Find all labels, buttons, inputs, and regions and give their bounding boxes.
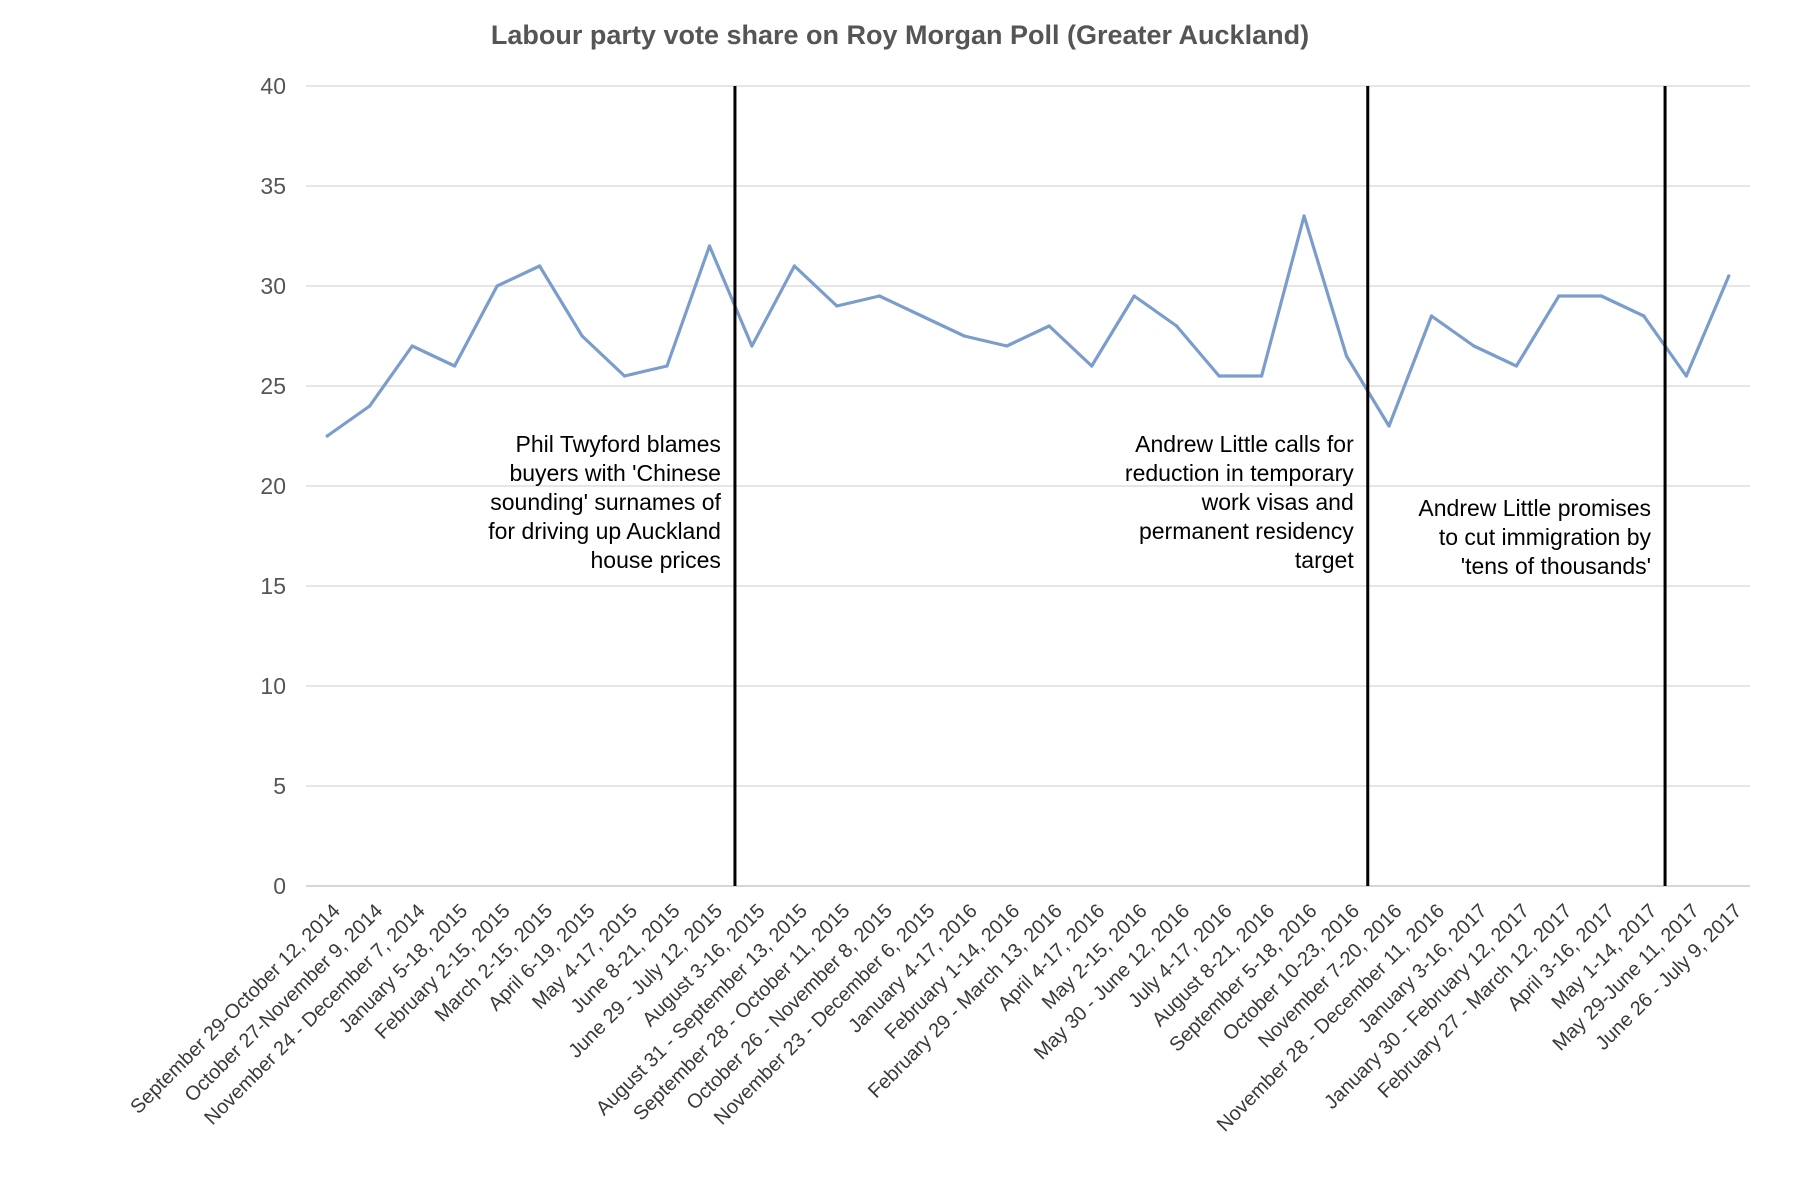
- series-layer: [325, 214, 1731, 438]
- y-tick-label: 40: [260, 73, 286, 99]
- y-tick-label: 35: [260, 173, 286, 199]
- data-point: [1005, 344, 1009, 348]
- data-point: [1429, 314, 1434, 318]
- event-annotation-line: target: [1295, 547, 1354, 573]
- event-annotation-line: work visas and: [1201, 489, 1354, 515]
- y-tick-label: 15: [260, 573, 286, 599]
- data-point: [750, 344, 754, 348]
- data-point: [580, 334, 584, 338]
- data-point: [707, 244, 712, 248]
- event-annotation-line: Andrew Little promises: [1418, 495, 1651, 521]
- event-annotation-line: house prices: [591, 547, 721, 573]
- event-annotation-line: reduction in temporary: [1125, 460, 1354, 486]
- chart-title: Labour party vote share on Roy Morgan Po…: [491, 20, 1309, 50]
- data-point: [1642, 314, 1646, 318]
- y-tick-label: 10: [260, 673, 286, 699]
- data-point: [1599, 294, 1603, 298]
- data-point: [835, 304, 839, 308]
- event-annotation-line: buyers with 'Chinese: [509, 460, 721, 486]
- event-annotation-line: permanent residency: [1139, 518, 1354, 544]
- data-point: [1047, 324, 1051, 328]
- y-tick-label: 0: [273, 873, 286, 899]
- event-annotation-line: Andrew Little calls for: [1135, 431, 1354, 457]
- data-point: [665, 364, 669, 368]
- data-point: [453, 364, 457, 368]
- event-annotation: Andrew Little promises to cut immigration…: [1418, 495, 1651, 579]
- event-annotation-line: 'tens of thousands': [1461, 553, 1651, 579]
- data-point: [325, 434, 329, 438]
- data-point: [1344, 354, 1349, 358]
- gridlines: [306, 85, 1750, 887]
- event-annotation-line: for driving up Auckland: [488, 518, 721, 544]
- event-annotation-line: to cut immigration by: [1439, 524, 1652, 550]
- data-point: [1514, 364, 1519, 368]
- y-tick-label: 5: [273, 773, 286, 799]
- series-line: [325, 214, 1731, 438]
- y-tick-label: 30: [260, 273, 286, 299]
- data-point: [1472, 344, 1476, 348]
- data-point: [962, 334, 966, 338]
- data-point: [1132, 294, 1136, 298]
- data-point: [1175, 324, 1179, 328]
- data-point: [920, 314, 924, 318]
- data-point: [495, 284, 499, 288]
- event-annotation-line: sounding' surnames of: [490, 489, 721, 515]
- data-point: [1302, 214, 1306, 218]
- data-point: [792, 264, 797, 268]
- data-point: [1727, 274, 1731, 278]
- data-point: [877, 294, 881, 298]
- data-point: [1387, 424, 1391, 428]
- y-tick-label: 20: [260, 473, 286, 499]
- data-point: [1217, 374, 1221, 378]
- event-annotation: Andrew Little calls for reduction in temp…: [1125, 431, 1354, 573]
- data-point: [410, 344, 414, 348]
- data-point: [1557, 294, 1561, 298]
- data-point: [368, 404, 372, 408]
- data-point: [537, 264, 542, 268]
- y-tick-label: 25: [260, 373, 286, 399]
- data-point: [622, 374, 627, 378]
- event-annotation-line: Phil Twyford blames: [516, 431, 721, 457]
- event-annotation: Phil Twyford blames buyers with 'Chinese s…: [488, 431, 721, 573]
- data-point: [1090, 364, 1094, 368]
- y-axis-ticks: 0 5 10 15 20 25 30 35 40: [260, 73, 286, 899]
- event-annotations: Phil Twyford blames buyers with 'Chinese s…: [488, 86, 1667, 886]
- data-point: [1259, 374, 1264, 378]
- data-point: [1684, 374, 1688, 378]
